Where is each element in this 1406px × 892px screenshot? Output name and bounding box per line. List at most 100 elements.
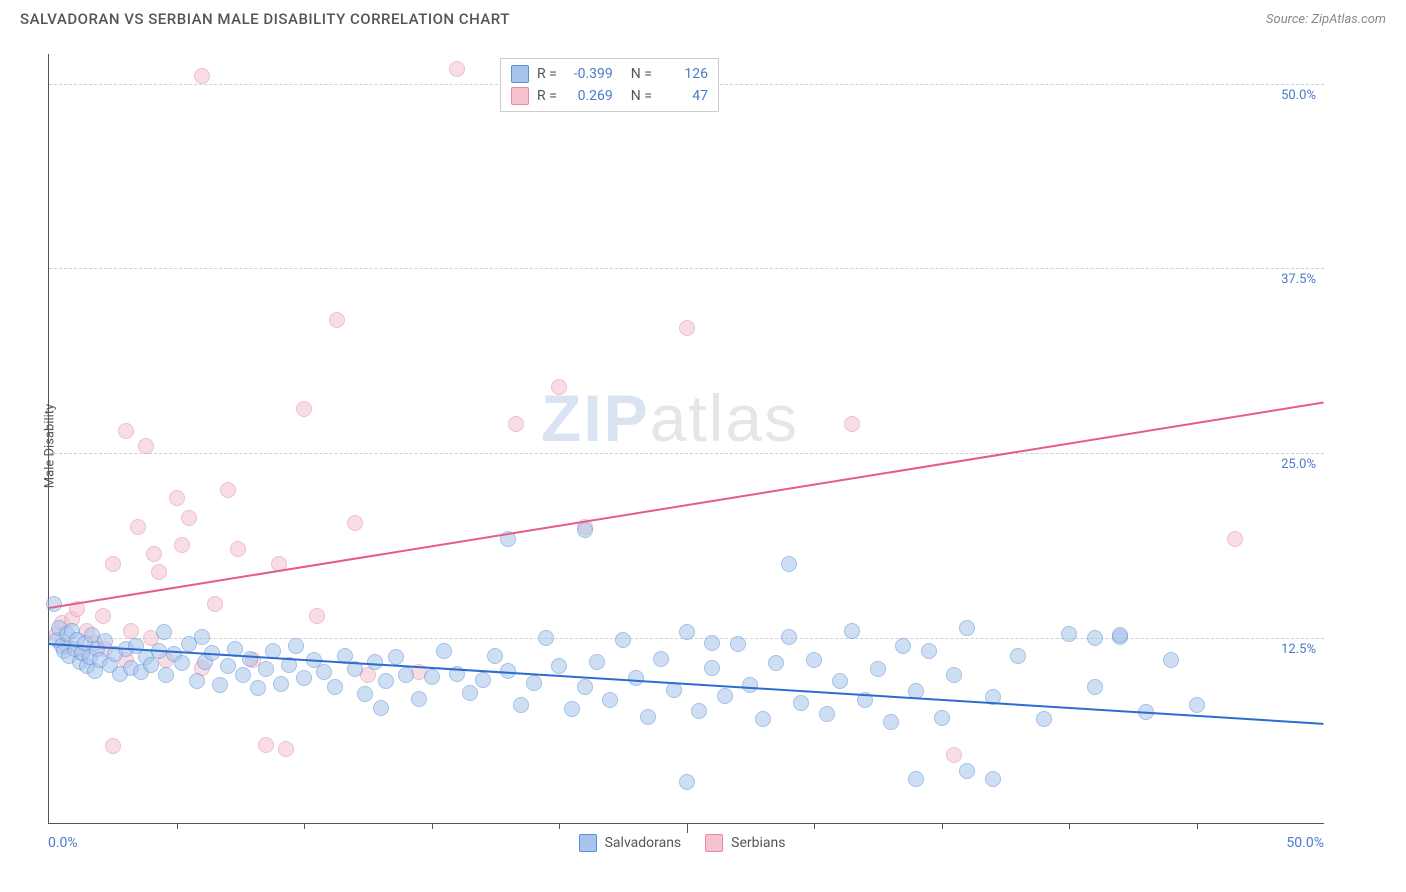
scatter-point <box>95 608 111 624</box>
stat-n-label: N = <box>631 85 652 107</box>
stat-r-label: R = <box>537 63 557 85</box>
scatter-point <box>691 703 707 719</box>
scatter-point <box>309 608 325 624</box>
scatter-point <box>1087 630 1103 646</box>
scatter-point <box>194 629 210 645</box>
scatter-point <box>475 672 491 688</box>
scatter-point <box>704 660 720 676</box>
series-legend: Salvadorans Serbians <box>579 834 786 852</box>
watermark: ZIPatlas <box>541 380 799 456</box>
gridline <box>49 268 1324 269</box>
scatter-point <box>230 541 246 557</box>
scatter-point <box>508 416 524 432</box>
swatch-icon <box>511 87 529 105</box>
scatter-point <box>628 670 644 686</box>
scatter-point <box>1112 627 1128 643</box>
x-tick <box>559 823 560 829</box>
swatch-icon <box>511 65 529 83</box>
scatter-point <box>367 654 383 670</box>
scatter-point <box>1036 711 1052 727</box>
scatter-point <box>146 546 162 562</box>
scatter-point <box>1227 531 1243 547</box>
scatter-point <box>908 771 924 787</box>
trend-line <box>49 643 1324 725</box>
scatter-point <box>895 638 911 654</box>
scatter-point <box>273 676 289 692</box>
x-axis-footer: 0.0% Salvadorans Serbians 50.0% <box>48 834 1324 852</box>
scatter-point <box>819 706 835 722</box>
scatter-point <box>296 401 312 417</box>
scatter-point <box>138 438 154 454</box>
scatter-point <box>577 522 593 538</box>
scatter-point <box>551 658 567 674</box>
scatter-point <box>1061 626 1077 642</box>
scatter-point <box>589 654 605 670</box>
scatter-point <box>679 320 695 336</box>
scatter-point <box>844 416 860 432</box>
x-tick <box>1069 823 1070 829</box>
scatter-point <box>288 638 304 654</box>
x-tick-major <box>687 823 688 833</box>
x-tick <box>942 823 943 829</box>
scatter-point <box>181 510 197 526</box>
stat-r-value: 0.269 <box>565 85 613 107</box>
scatter-chart: ZIPatlas 12.5%25.0%37.5%50.0% <box>48 54 1324 824</box>
scatter-point <box>212 677 228 693</box>
scatter-point <box>388 649 404 665</box>
x-axis-end-label: 50.0% <box>1286 835 1324 851</box>
y-tick-label: 25.0% <box>1281 457 1316 472</box>
scatter-point <box>577 679 593 695</box>
scatter-point <box>526 675 542 691</box>
scatter-point <box>959 763 975 779</box>
scatter-point <box>985 771 1001 787</box>
scatter-point <box>806 652 822 668</box>
scatter-point <box>781 556 797 572</box>
scatter-point <box>513 697 529 713</box>
scatter-point <box>327 679 343 695</box>
scatter-point <box>844 623 860 639</box>
scatter-point <box>832 673 848 689</box>
scatter-point <box>487 648 503 664</box>
stat-n-value: 126 <box>660 63 708 85</box>
scatter-point <box>1087 679 1103 695</box>
gridline <box>49 453 1324 454</box>
stat-r-value: -0.399 <box>565 63 613 85</box>
trend-line <box>49 402 1324 610</box>
scatter-point <box>316 664 332 680</box>
x-tick <box>1197 823 1198 829</box>
scatter-point <box>946 667 962 683</box>
scatter-point <box>118 423 134 439</box>
scatter-point <box>564 701 580 717</box>
scatter-point <box>169 490 185 506</box>
scatter-point <box>717 688 733 704</box>
scatter-point <box>768 655 784 671</box>
scatter-point <box>158 667 174 683</box>
scatter-point <box>1163 652 1179 668</box>
scatter-point <box>123 623 139 639</box>
scatter-point <box>220 658 236 674</box>
y-tick-label: 37.5% <box>1281 272 1316 287</box>
source-attribution: Source: ZipAtlas.com <box>1266 12 1386 27</box>
scatter-point <box>653 651 669 667</box>
chart-title: SALVADORAN VS SERBIAN MALE DISABILITY CO… <box>20 10 510 28</box>
scatter-point <box>398 667 414 683</box>
swatch-icon <box>579 834 597 852</box>
stats-row: R =-0.399N =126 <box>511 63 708 85</box>
x-tick <box>177 823 178 829</box>
scatter-point <box>105 738 121 754</box>
x-axis-start-label: 0.0% <box>48 835 78 851</box>
scatter-point <box>602 692 618 708</box>
scatter-point <box>679 624 695 640</box>
scatter-point <box>189 673 205 689</box>
scatter-point <box>538 630 554 646</box>
scatter-point <box>151 564 167 580</box>
legend-salvadorans: Salvadorans <box>579 834 682 852</box>
scatter-point <box>235 667 251 683</box>
scatter-point <box>921 643 937 659</box>
x-tick <box>814 823 815 829</box>
scatter-point <box>615 632 631 648</box>
scatter-point <box>959 620 975 636</box>
scatter-point <box>250 680 266 696</box>
scatter-point <box>742 677 758 693</box>
scatter-point <box>730 636 746 652</box>
